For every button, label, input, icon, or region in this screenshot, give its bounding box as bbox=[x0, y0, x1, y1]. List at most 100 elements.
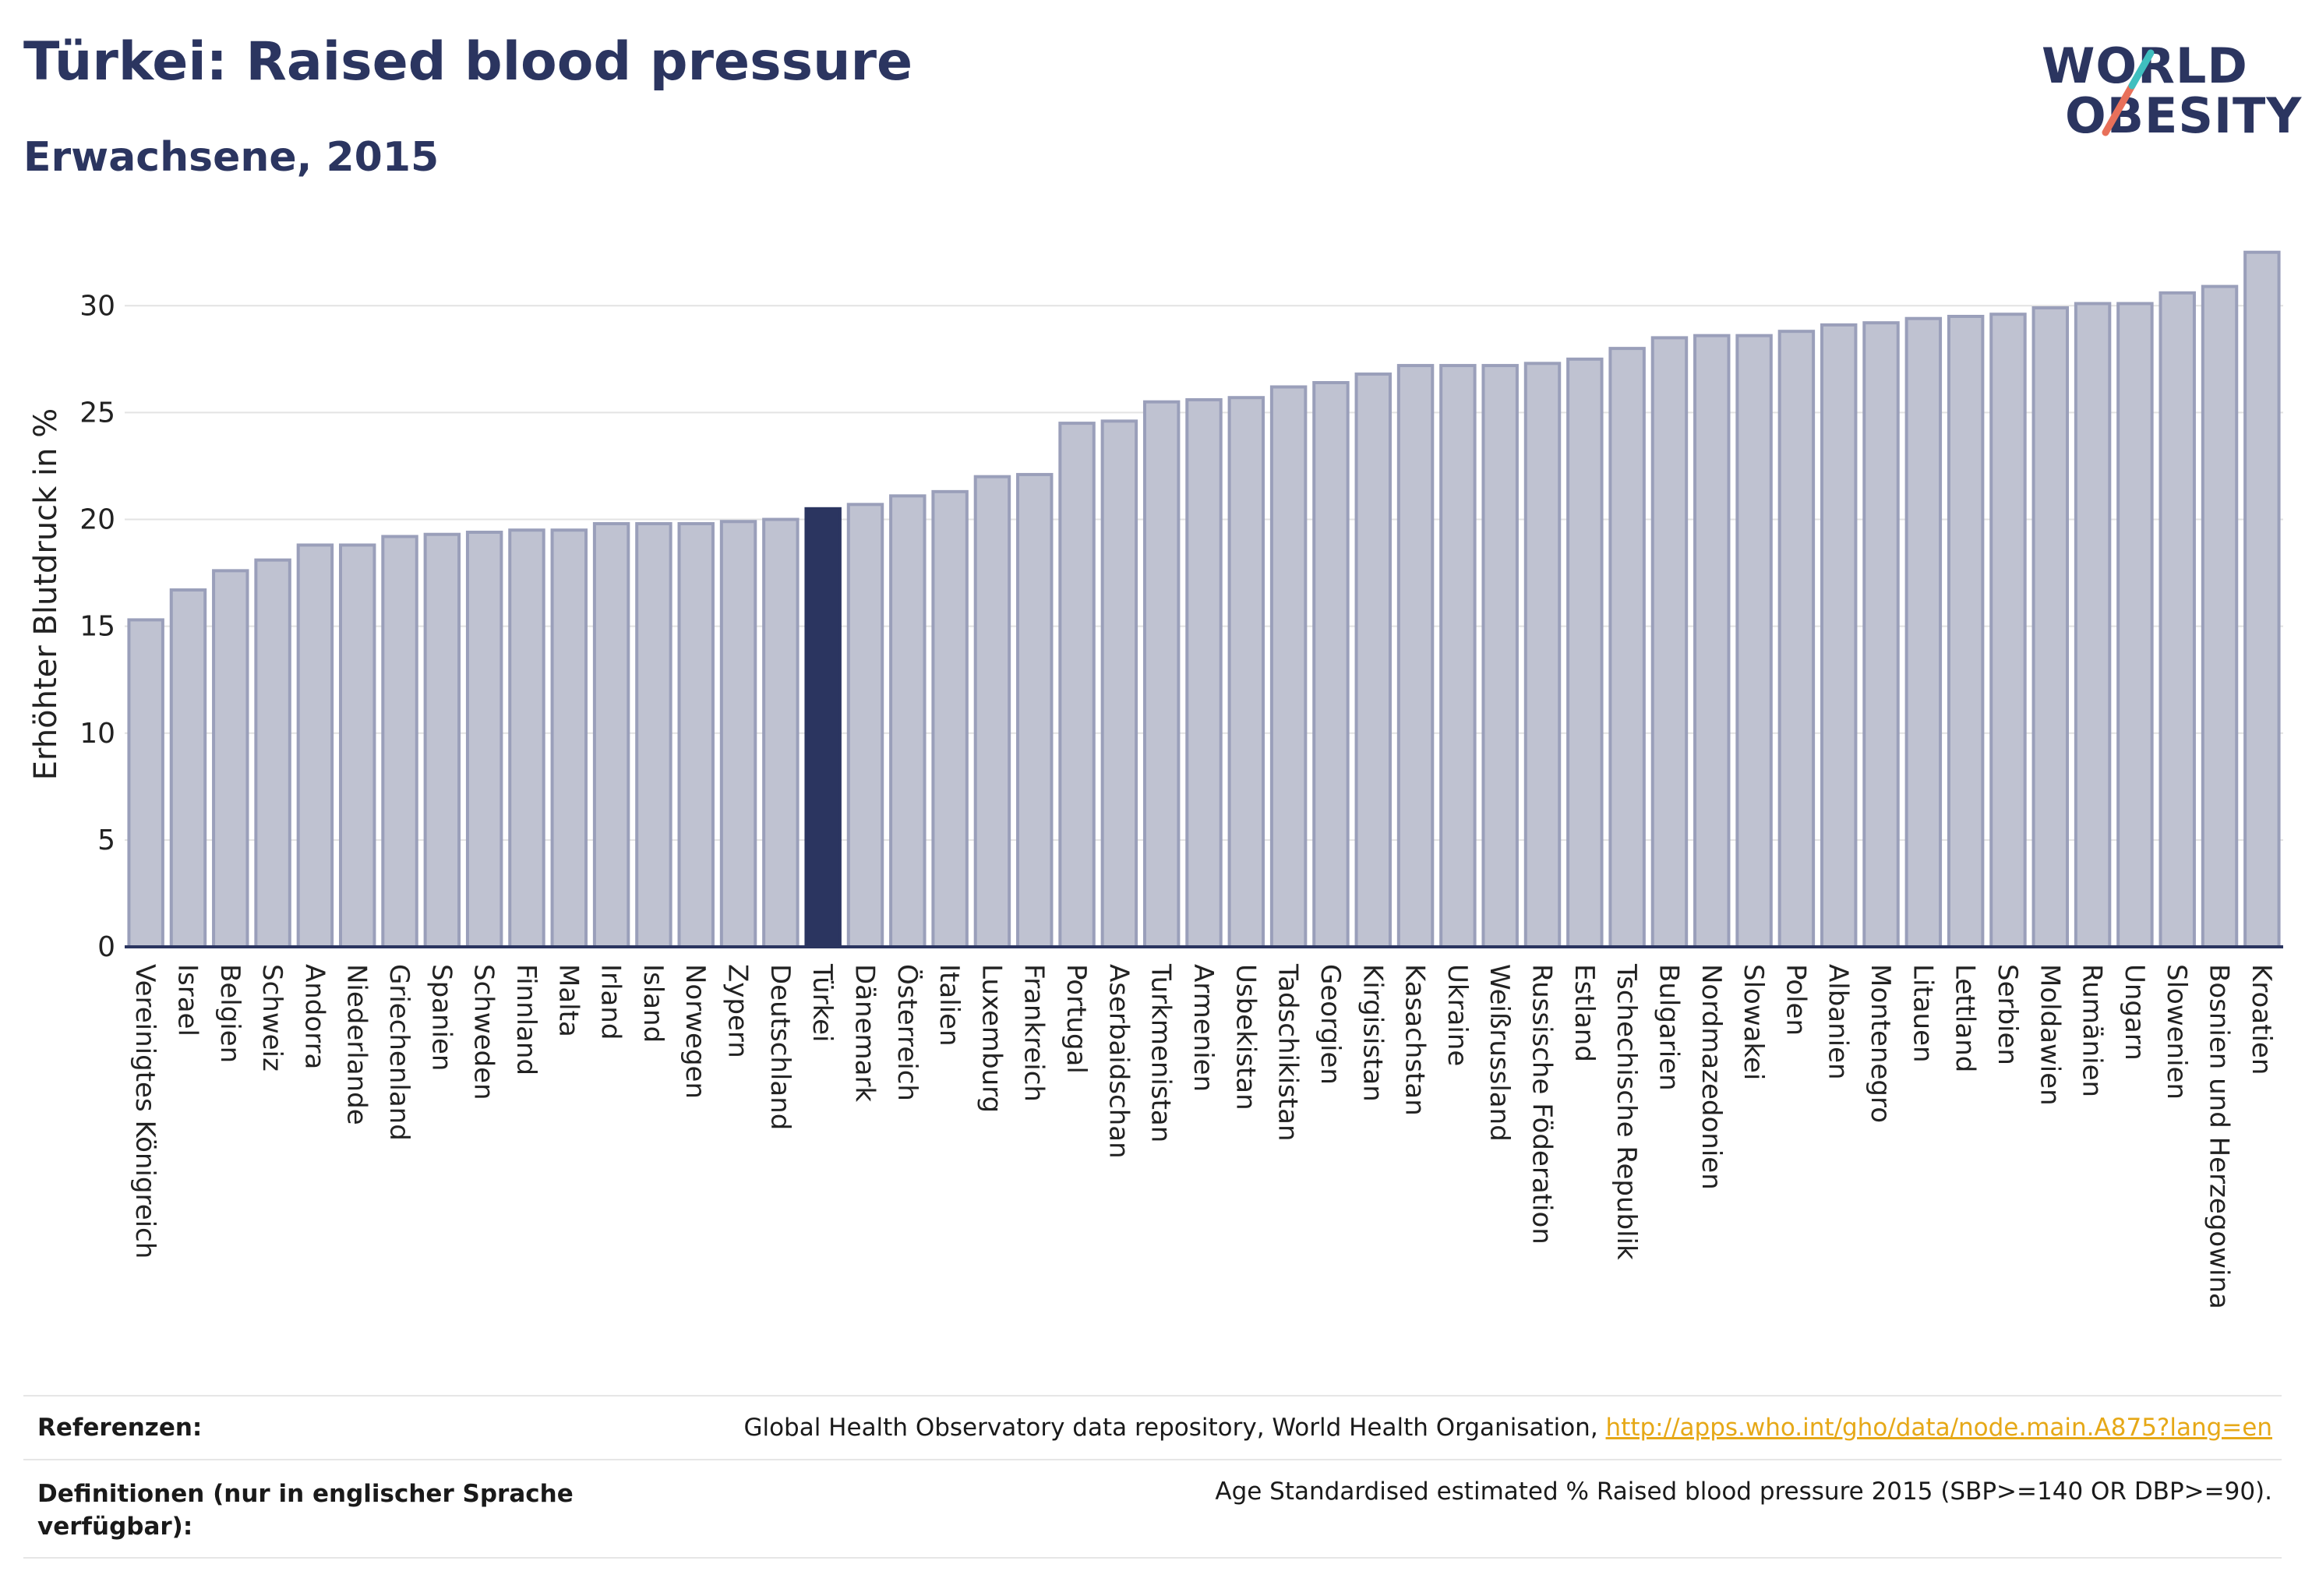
references-label: Referenzen: bbox=[37, 1414, 203, 1442]
x-tick-label: Armenien bbox=[1188, 964, 1219, 1092]
bar-kasachstan bbox=[1396, 364, 1435, 948]
x-tick-label: Spanien bbox=[425, 964, 457, 1071]
x-tick-label: Norwegen bbox=[679, 964, 711, 1099]
x-tick-label: Litauen bbox=[1907, 964, 1938, 1063]
x-tick-label: Finnland bbox=[510, 964, 542, 1075]
bar-kroatien bbox=[2243, 250, 2281, 949]
references-text: Global Health Observatory data repositor… bbox=[743, 1414, 1606, 1442]
bar-niederlande bbox=[339, 543, 376, 948]
x-tick-label: Turkmenistan bbox=[1145, 963, 1177, 1142]
references-row: Referenzen: Global Health Observatory da… bbox=[23, 1395, 2282, 1459]
x-tick-label: Schweden bbox=[468, 964, 499, 1100]
x-tick-label: Bulgarien bbox=[1653, 964, 1684, 1091]
bar-luxemburg bbox=[973, 475, 1011, 948]
x-tick-label: Andorra bbox=[298, 964, 330, 1069]
bar-moldawien bbox=[2031, 306, 2070, 949]
bar-nordmazedonien bbox=[1693, 334, 1731, 948]
bar-armenien bbox=[1185, 397, 1223, 948]
bar-chart: 0 5 10 15 20 25 30 Vereinigtes Königreich Israe… bbox=[28, 250, 2283, 1309]
references-link[interactable]: http://apps.who.int/gho/data/node.main.A… bbox=[1605, 1414, 2272, 1442]
x-tick-label: Usbekistan bbox=[1230, 964, 1261, 1110]
bar-usbekistan bbox=[1227, 396, 1265, 949]
bar-bosnien-und-herzegowina bbox=[2201, 284, 2239, 949]
y-tick-label: 20 bbox=[79, 504, 115, 536]
bar-frankreich bbox=[1016, 472, 1054, 948]
definitions-label: Definitionen (nur in englischer Sprache v… bbox=[37, 1478, 574, 1543]
x-tick-label: Malta bbox=[552, 964, 584, 1037]
bar-montenegro bbox=[1862, 321, 1900, 949]
bar-belgien bbox=[212, 569, 249, 948]
y-axis-label: Erhöhter Blutdruck in % bbox=[28, 408, 64, 780]
bar-finnland bbox=[508, 528, 545, 948]
x-tick-label: Kroatien bbox=[2246, 964, 2277, 1075]
bar-spanien bbox=[423, 532, 461, 949]
bar-tschechische-republik bbox=[1608, 347, 1646, 948]
bar-griechenland bbox=[381, 535, 418, 949]
x-tick-label: Nordmazedonien bbox=[1696, 964, 1727, 1190]
x-tick-label: Lettland bbox=[1950, 964, 1981, 1072]
bar-polen bbox=[1777, 330, 1816, 948]
bar-schweiz bbox=[254, 558, 291, 948]
footer-divider bbox=[23, 1459, 2282, 1460]
bar-turkmenistan bbox=[1142, 400, 1181, 948]
y-tick-label: 0 bbox=[97, 931, 115, 963]
x-tick-label: Kasachstan bbox=[1400, 964, 1431, 1116]
bar-aserbaidschan bbox=[1100, 419, 1138, 948]
x-tick-label: Tschechische Republik bbox=[1611, 963, 1642, 1260]
x-tick-label: Bosnien und Herzegowina bbox=[2204, 964, 2235, 1309]
x-tick-label: Weißrussland bbox=[1484, 964, 1515, 1142]
world-obesity-logo: WORLD OBESITY bbox=[2026, 31, 2301, 164]
definitions-label-line1: Definitionen (nur in englischer Sprache bbox=[37, 1480, 574, 1508]
x-tick-label: Griechenland bbox=[383, 964, 415, 1141]
definitions-label-line2: verfügbar): bbox=[37, 1513, 193, 1541]
y-tick-label: 5 bbox=[97, 824, 115, 856]
bar-slowakei bbox=[1735, 334, 1773, 948]
x-tick-label: Niederlande bbox=[341, 964, 372, 1125]
x-tick-label: Russische Föderation bbox=[1527, 964, 1558, 1245]
x-tick-label: Polen bbox=[1780, 964, 1811, 1036]
x-tick-label: Estland bbox=[1569, 964, 1600, 1062]
x-tick-label: Türkei bbox=[807, 963, 838, 1042]
bar-lettland bbox=[1947, 314, 1985, 948]
x-tick-label: Ukraine bbox=[1442, 964, 1473, 1066]
references-value: Global Health Observatory data repositor… bbox=[743, 1414, 2272, 1442]
bar-weißrussland bbox=[1481, 364, 1519, 948]
x-tick-label: Moldawien bbox=[2034, 964, 2065, 1106]
bar-malta bbox=[550, 528, 588, 948]
y-tick-label: 25 bbox=[79, 397, 115, 429]
x-tick-label: Albanien bbox=[1823, 964, 1854, 1080]
bar-österreich bbox=[889, 494, 927, 948]
x-tick-label: Montenegro bbox=[1865, 964, 1896, 1123]
x-axis-labels: Vereinigtes Königreich Israel Belgien Schwe… bbox=[129, 963, 2277, 1309]
bar-litauen bbox=[1904, 316, 1943, 948]
bar-kirgisistan bbox=[1354, 373, 1392, 949]
bar-ungarn bbox=[2116, 302, 2154, 949]
x-tick-label: Israel bbox=[171, 964, 203, 1036]
y-tick-label: 15 bbox=[79, 611, 115, 643]
bar-schweden bbox=[465, 530, 503, 948]
x-tick-label: Vereinigtes Königreich bbox=[129, 964, 161, 1259]
x-tick-label: Tadschikistan bbox=[1273, 963, 1304, 1142]
bar-zypern bbox=[719, 520, 757, 948]
y-axis-ticks: 0 5 10 15 20 25 30 bbox=[79, 290, 115, 963]
bar-slowenien bbox=[2159, 291, 2196, 949]
x-tick-label: Slowenien bbox=[2161, 964, 2192, 1100]
bar-georgien bbox=[1312, 381, 1350, 948]
bar-bulgarien bbox=[1650, 336, 1689, 948]
x-tick-label: Rumänien bbox=[2077, 964, 2108, 1097]
x-tick-label: Schweiz bbox=[256, 964, 288, 1072]
x-tick-label: Serbien bbox=[1992, 964, 2023, 1065]
definitions-row: Definitionen (nur in englischer Sprache v… bbox=[23, 1459, 2282, 1557]
x-tick-label: Belgien bbox=[214, 964, 245, 1063]
x-tick-label: Zypern bbox=[722, 964, 754, 1058]
x-tick-label: Italien bbox=[934, 964, 965, 1047]
x-tick-label: Island bbox=[637, 964, 669, 1043]
x-tick-label: Slowakei bbox=[1738, 964, 1769, 1080]
bar-deutschland bbox=[762, 517, 800, 948]
chart-subtitle: Erwachsene, 2015 bbox=[23, 134, 439, 181]
bar-albanien bbox=[1820, 323, 1858, 949]
x-tick-label: Dänemark bbox=[849, 964, 880, 1102]
bar-andorra bbox=[296, 543, 334, 948]
bar-russische-föderation bbox=[1523, 362, 1562, 948]
bar-türkei bbox=[804, 507, 842, 948]
